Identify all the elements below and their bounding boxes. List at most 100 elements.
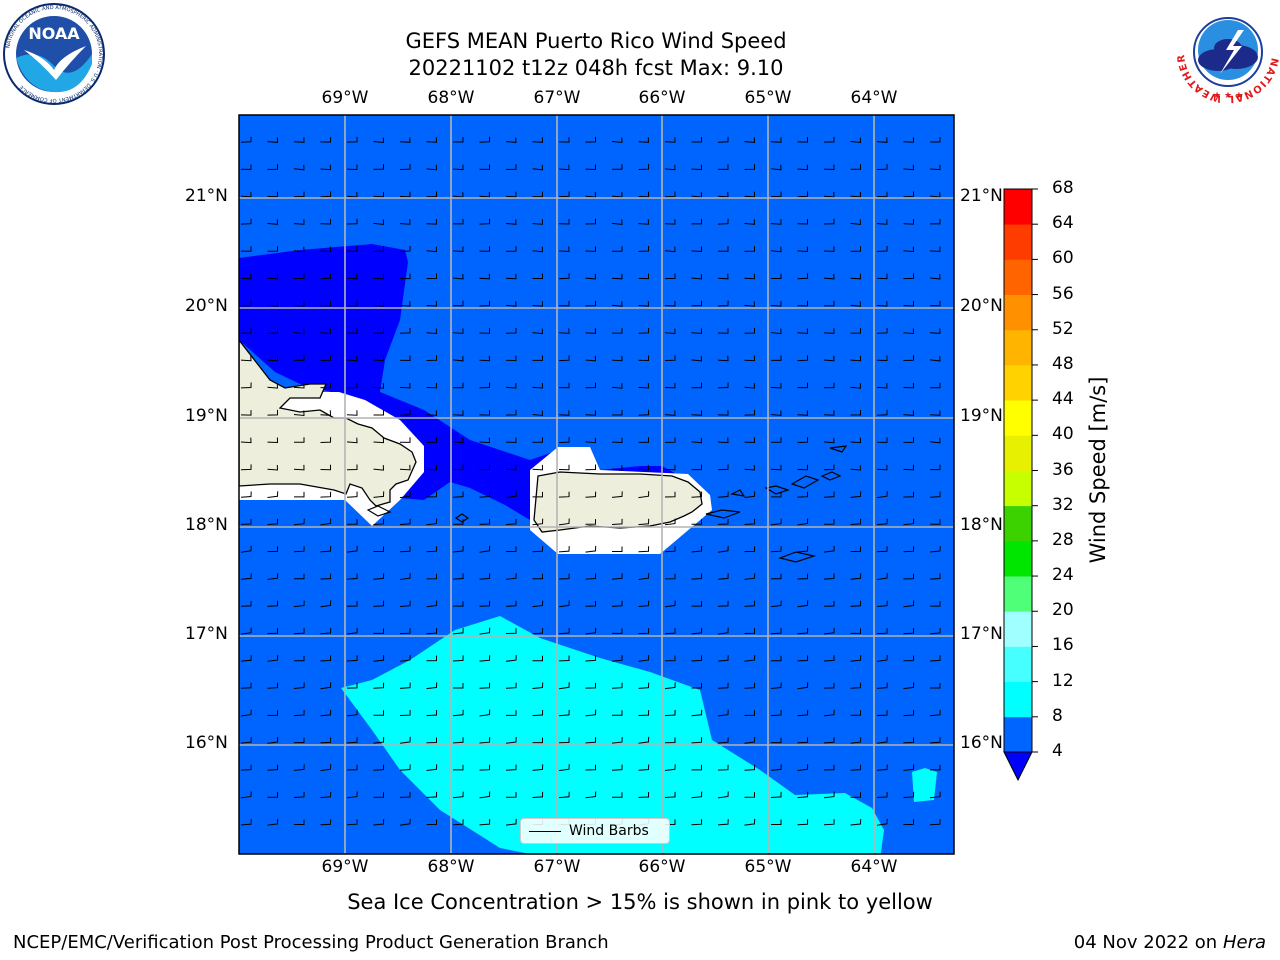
- footer-date-text: 04 Nov 2022 on: [1073, 932, 1218, 953]
- wind-barb: [612, 410, 623, 416]
- wind-barb: [399, 245, 411, 252]
- wind-barb: [267, 491, 279, 498]
- wind-barb: [453, 519, 464, 525]
- wind-barb: [532, 382, 544, 389]
- wind-barb: [346, 573, 358, 580]
- colorbar-tick-label: 36: [1052, 459, 1074, 480]
- wind-barb: [638, 628, 650, 635]
- wind-barb: [346, 218, 358, 225]
- wind-barb: [558, 273, 570, 280]
- island-saona: [366, 505, 392, 517]
- wind-barb: [426, 328, 438, 335]
- wind-barb: [691, 491, 703, 498]
- wind-barb: [426, 546, 438, 553]
- wind-barb: [797, 382, 808, 389]
- wind-barb: [585, 300, 596, 307]
- lon-label-top: 68°W: [427, 88, 475, 108]
- wind-barb: [240, 655, 252, 662]
- wind-barb: [717, 627, 729, 635]
- wind-barb: [293, 464, 305, 471]
- wind-barb: [346, 328, 358, 334]
- wind-barb: [664, 628, 676, 635]
- wind-barb: [453, 764, 464, 771]
- wind-barb: [744, 246, 755, 252]
- wind-barb: [744, 573, 756, 580]
- wind-barb: [612, 792, 623, 798]
- wind-barb: [346, 682, 358, 689]
- wind-barb: [929, 246, 941, 253]
- wind-barb: [664, 464, 676, 471]
- lat-label-left: 16°N: [185, 733, 228, 753]
- wind-barb: [453, 382, 464, 389]
- wind-barb: [638, 191, 649, 198]
- wind-barb: [399, 682, 411, 689]
- wind-barb: [611, 137, 623, 144]
- wind-barb: [797, 709, 809, 717]
- colorbar-tick-label: 48: [1052, 353, 1074, 374]
- wind-barb: [479, 410, 490, 416]
- wind-barb: [771, 491, 782, 498]
- wind-barb: [797, 164, 809, 171]
- wind-barb: [240, 600, 252, 607]
- wind-barb: [797, 791, 809, 799]
- wind-barb: [452, 246, 464, 253]
- wind-barb: [505, 818, 517, 826]
- wind-barb: [505, 518, 517, 525]
- wind-barb: [320, 627, 332, 635]
- wind-barb: [876, 164, 888, 170]
- wind-barb: [611, 573, 623, 580]
- wind-barb: [717, 709, 729, 717]
- wind-barb: [267, 818, 279, 826]
- wind-barb: [346, 437, 358, 444]
- wind-barb: [452, 355, 464, 362]
- wind-barb: [452, 709, 464, 717]
- wind-barb: [638, 137, 650, 143]
- wind-barb: [479, 218, 491, 225]
- wind-barb: [267, 409, 278, 416]
- wind-barb: [823, 273, 835, 280]
- wind-barb: [930, 601, 941, 607]
- lon-label-top: 69°W: [321, 88, 369, 108]
- wind-barb: [453, 683, 464, 689]
- wind-barb: [505, 682, 517, 689]
- wind-barb: [771, 273, 782, 279]
- wind-barb: [691, 464, 702, 471]
- wind-barb: [479, 764, 491, 771]
- wind-barb: [850, 301, 862, 307]
- wind-barb: [240, 164, 252, 170]
- island-st-croix: [777, 551, 817, 563]
- wind-barb: [638, 791, 650, 798]
- wind-barb: [717, 273, 729, 280]
- wind-barb: [876, 191, 888, 198]
- wind-barb: [770, 791, 782, 798]
- wind-barb: [479, 682, 491, 689]
- wind-barb: [823, 464, 835, 471]
- wind-barb: [399, 409, 411, 416]
- wind-barb: [638, 219, 650, 225]
- wind-barb: [505, 710, 517, 716]
- wind-barb: [876, 682, 888, 689]
- wind-barb: [612, 164, 623, 170]
- wind-barb: [240, 355, 252, 362]
- wind-barb: [797, 546, 809, 553]
- wind-barb: [929, 573, 941, 580]
- wind-barb: [823, 355, 835, 362]
- wind-barb: [850, 764, 862, 771]
- wind-barb: [240, 246, 252, 252]
- wind-barb: [505, 137, 517, 143]
- wind-barb: [664, 682, 676, 690]
- wind-barb: [717, 191, 729, 198]
- wind-barb: [293, 600, 305, 608]
- wind-barb: [744, 518, 756, 525]
- wind-barb: [585, 519, 596, 525]
- wind-barb: [823, 300, 835, 307]
- wind-barb: [293, 382, 305, 389]
- wind-barb: [823, 709, 835, 717]
- colorbar-tick-label: 20: [1052, 600, 1074, 621]
- wind-barb: [585, 136, 596, 143]
- wind-barb: [797, 246, 809, 253]
- wind-barb: [691, 683, 702, 689]
- wind-barb: [876, 355, 888, 362]
- wind-barb: [929, 410, 941, 416]
